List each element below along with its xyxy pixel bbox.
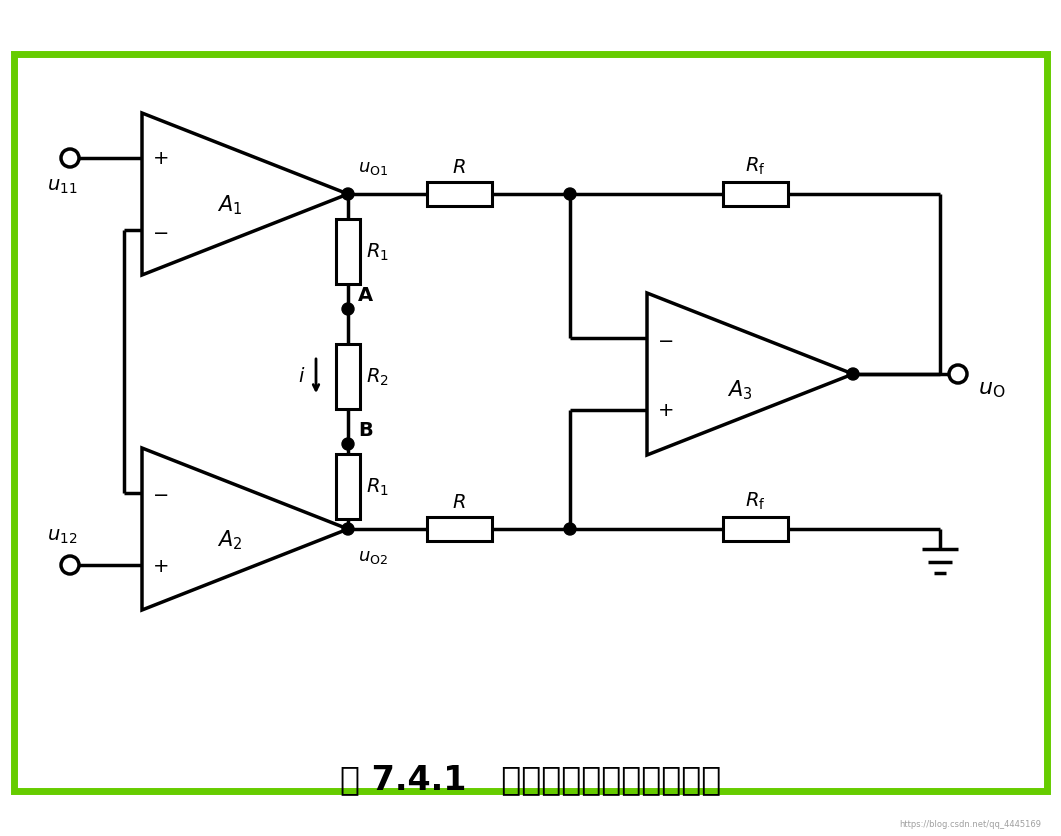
- Text: $+$: $+$: [657, 401, 673, 420]
- Text: $R_{\mathrm{f}}$: $R_{\mathrm{f}}$: [745, 490, 765, 512]
- Text: $A_2$: $A_2$: [218, 528, 243, 551]
- Text: $A_1$: $A_1$: [218, 193, 243, 217]
- Circle shape: [342, 189, 354, 201]
- Text: $+$: $+$: [152, 556, 169, 575]
- Circle shape: [342, 303, 354, 316]
- Bar: [336, 454, 360, 519]
- Circle shape: [564, 189, 576, 201]
- Text: $-$: $-$: [152, 484, 168, 503]
- Text: $i$: $i$: [298, 367, 306, 386]
- Text: B: B: [358, 421, 372, 440]
- Text: $A_3$: $A_3$: [727, 378, 752, 401]
- FancyBboxPatch shape: [14, 55, 1047, 791]
- Text: https://blog.csdn.net/qq_4445169: https://blog.csdn.net/qq_4445169: [899, 819, 1041, 828]
- Circle shape: [847, 369, 859, 380]
- Text: $u_{\mathrm{O}}$: $u_{\mathrm{O}}$: [978, 380, 1006, 400]
- Text: 图 7.4.1   三运放构成的精密放大器: 图 7.4.1 三运放构成的精密放大器: [340, 762, 721, 796]
- Bar: [336, 344, 360, 409]
- Text: $R_1$: $R_1$: [366, 476, 389, 497]
- Text: $u_{11}$: $u_{11}$: [47, 176, 77, 196]
- Polygon shape: [647, 293, 853, 456]
- Bar: [336, 219, 360, 284]
- Polygon shape: [142, 114, 348, 276]
- Text: $u_{\mathrm{O2}}$: $u_{\mathrm{O2}}$: [358, 548, 388, 565]
- Bar: [723, 517, 787, 542]
- Circle shape: [342, 523, 354, 535]
- Text: $R_{\mathrm{f}}$: $R_{\mathrm{f}}$: [745, 155, 765, 176]
- Text: $R$: $R$: [452, 158, 466, 176]
- Text: $u_{12}$: $u_{12}$: [47, 527, 77, 545]
- Bar: [427, 517, 491, 542]
- Circle shape: [564, 523, 576, 535]
- Text: $-$: $-$: [152, 222, 168, 240]
- Text: $R$: $R$: [452, 492, 466, 512]
- Circle shape: [342, 438, 354, 451]
- Text: $-$: $-$: [657, 329, 673, 348]
- Polygon shape: [142, 448, 348, 610]
- Bar: [723, 183, 787, 206]
- Text: $R_1$: $R_1$: [366, 241, 389, 263]
- Text: $R_2$: $R_2$: [366, 366, 388, 387]
- Text: $u_{\mathrm{O1}}$: $u_{\mathrm{O1}}$: [358, 159, 388, 176]
- Text: A: A: [358, 286, 373, 304]
- Bar: [427, 183, 491, 206]
- Text: $+$: $+$: [152, 150, 169, 168]
